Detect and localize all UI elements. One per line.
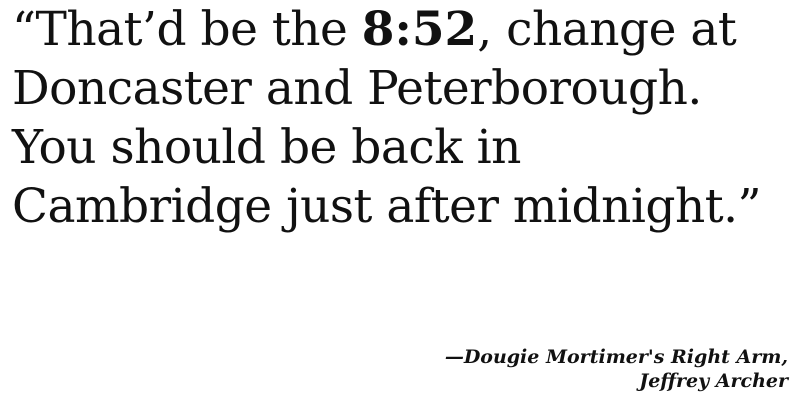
quote-line-1: “That’d be the 8:52, change at	[12, 0, 792, 59]
quote-line-4: Cambridge just after midnight.”	[12, 179, 762, 234]
attribution: —Dougie Mortimer's Right Arm, Jeffrey Ar…	[445, 345, 788, 393]
attribution-author: Jeffrey Archer	[639, 370, 788, 392]
quote-line-3: You should be back in	[12, 120, 521, 175]
attribution-source: —Dougie Mortimer's Right Arm,	[444, 346, 788, 368]
quote-time: 8:52	[361, 2, 478, 57]
quote-line-1-before: “That’d be the	[12, 2, 362, 57]
quote-line-2: Doncaster and Peterborough.	[12, 61, 702, 116]
quote-line-1-after: , change at	[477, 2, 737, 57]
quote-text: “That’d be the 8:52, change at Doncaster…	[12, 0, 792, 236]
